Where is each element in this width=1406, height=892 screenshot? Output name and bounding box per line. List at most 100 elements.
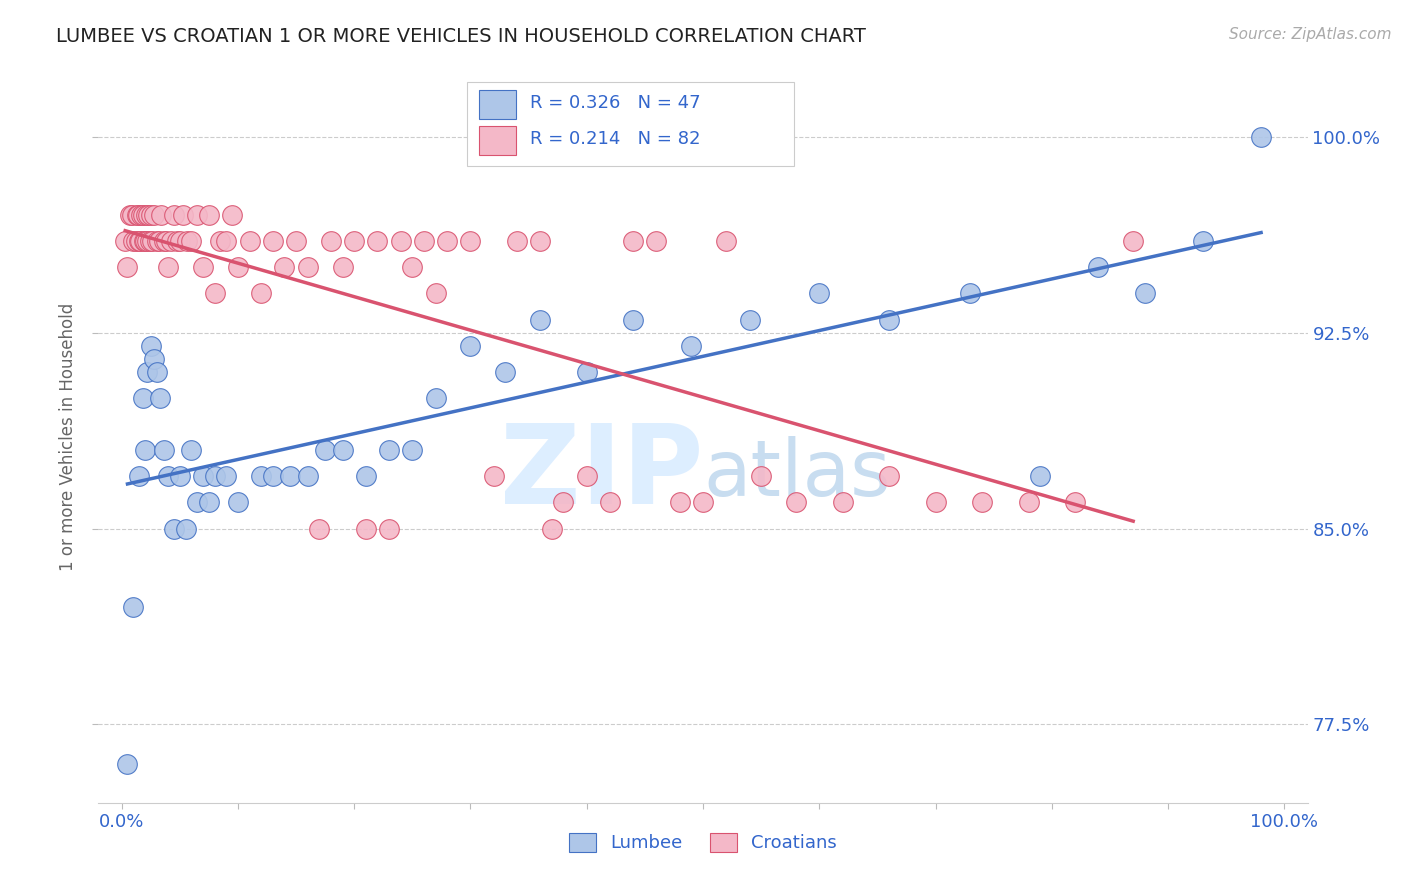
- Point: [621, 312, 644, 326]
- Point: [831, 495, 853, 509]
- Point: [132, 234, 155, 248]
- Point: [124, 234, 146, 248]
- Point: [378, 521, 401, 535]
- Point: [148, 234, 170, 248]
- Point: [808, 286, 831, 301]
- Point: [262, 234, 284, 248]
- Point: [401, 260, 423, 275]
- Point: [117, 260, 139, 275]
- Point: [128, 234, 150, 248]
- FancyBboxPatch shape: [479, 126, 516, 155]
- Point: [239, 234, 262, 248]
- Point: [204, 286, 226, 301]
- FancyBboxPatch shape: [479, 90, 516, 119]
- Point: [141, 234, 163, 248]
- Point: [174, 521, 197, 535]
- Point: [250, 469, 273, 483]
- Point: [425, 286, 447, 301]
- Point: [250, 286, 273, 301]
- Point: [157, 260, 180, 275]
- Point: [215, 469, 238, 483]
- Point: [209, 234, 232, 248]
- Point: [152, 443, 174, 458]
- Point: [226, 260, 249, 275]
- Point: [138, 208, 160, 222]
- Point: [114, 234, 136, 248]
- Point: [1029, 469, 1052, 483]
- Point: [343, 234, 366, 248]
- Point: [877, 469, 900, 483]
- Point: [145, 234, 167, 248]
- Point: [1087, 260, 1109, 275]
- Point: [716, 234, 738, 248]
- Point: [1018, 495, 1040, 509]
- Point: [645, 234, 668, 248]
- Point: [460, 338, 482, 352]
- Point: [494, 365, 516, 379]
- Point: [389, 234, 412, 248]
- FancyBboxPatch shape: [467, 82, 793, 167]
- Point: [319, 234, 342, 248]
- Point: [186, 208, 208, 222]
- Point: [131, 208, 153, 222]
- Point: [599, 495, 621, 509]
- Point: [128, 469, 150, 483]
- Point: [169, 234, 191, 248]
- Point: [191, 260, 214, 275]
- Point: [127, 208, 149, 222]
- Point: [139, 208, 162, 222]
- Point: [139, 338, 162, 352]
- Text: R = 0.326   N = 47: R = 0.326 N = 47: [530, 94, 700, 112]
- Point: [226, 495, 249, 509]
- Point: [668, 495, 690, 509]
- Point: [169, 469, 191, 483]
- Point: [1064, 495, 1087, 509]
- Point: [1133, 286, 1156, 301]
- Point: [180, 443, 202, 458]
- Point: [278, 469, 301, 483]
- Point: [436, 234, 458, 248]
- Point: [180, 234, 202, 248]
- Point: [1122, 234, 1144, 248]
- Point: [118, 208, 141, 222]
- Point: [145, 365, 167, 379]
- Point: [308, 521, 330, 535]
- Point: [135, 208, 157, 222]
- Point: [738, 312, 761, 326]
- Point: [401, 443, 423, 458]
- Point: [1250, 129, 1272, 144]
- Point: [332, 260, 354, 275]
- Point: [482, 469, 505, 483]
- Text: LUMBEE VS CROATIAN 1 OR MORE VEHICLES IN HOUSEHOLD CORRELATION CHART: LUMBEE VS CROATIAN 1 OR MORE VEHICLES IN…: [56, 27, 866, 45]
- Point: [425, 391, 447, 405]
- Point: [553, 495, 575, 509]
- Point: [121, 208, 143, 222]
- Point: [314, 443, 336, 458]
- Point: [136, 365, 159, 379]
- Text: R = 0.214   N = 82: R = 0.214 N = 82: [530, 130, 700, 148]
- Point: [150, 208, 173, 222]
- Point: [186, 495, 208, 509]
- Point: [529, 234, 551, 248]
- Point: [166, 234, 188, 248]
- Point: [155, 234, 177, 248]
- Point: [191, 469, 214, 483]
- Point: [297, 260, 319, 275]
- Point: [959, 286, 981, 301]
- Point: [172, 208, 194, 222]
- Point: [332, 443, 354, 458]
- Text: atlas: atlas: [703, 435, 890, 512]
- Point: [131, 391, 153, 405]
- Point: [143, 351, 166, 366]
- Point: [125, 208, 148, 222]
- Text: Source: ZipAtlas.com: Source: ZipAtlas.com: [1229, 27, 1392, 42]
- Point: [131, 208, 153, 222]
- Point: [378, 443, 401, 458]
- Point: [749, 469, 772, 483]
- Point: [122, 599, 145, 614]
- Point: [460, 234, 482, 248]
- Point: [136, 234, 159, 248]
- Point: [924, 495, 946, 509]
- Point: [785, 495, 807, 509]
- Point: [176, 234, 198, 248]
